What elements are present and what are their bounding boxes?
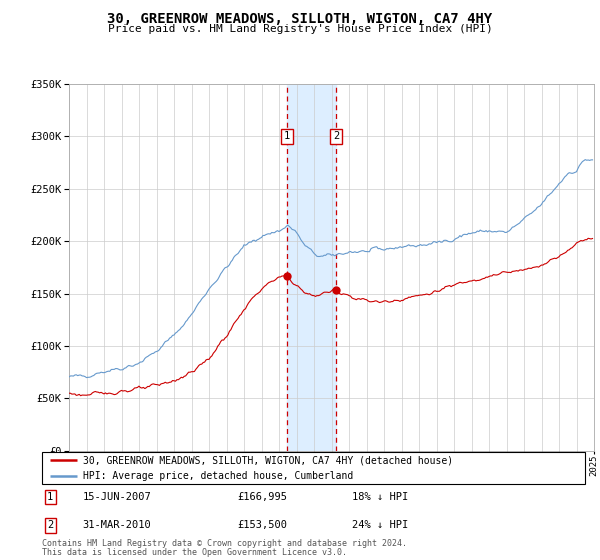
Bar (287, 84, 336, 451)
Text: 31-MAR-2010: 31-MAR-2010 (83, 520, 151, 530)
Text: 30, GREENROW MEADOWS, SILLOTH, WIGTON, CA7 4HY: 30, GREENROW MEADOWS, SILLOTH, WIGTON, C… (107, 12, 493, 26)
Text: £153,500: £153,500 (238, 520, 287, 530)
Text: 2: 2 (47, 520, 53, 530)
Text: 30, GREENROW MEADOWS, SILLOTH, WIGTON, CA7 4HY (detached house): 30, GREENROW MEADOWS, SILLOTH, WIGTON, C… (83, 455, 453, 465)
Text: 1: 1 (284, 132, 290, 141)
FancyBboxPatch shape (42, 452, 585, 484)
Text: 18% ↓ HPI: 18% ↓ HPI (352, 492, 408, 502)
Text: 2: 2 (333, 132, 339, 141)
Text: 1: 1 (47, 492, 53, 502)
Text: Price paid vs. HM Land Registry's House Price Index (HPI): Price paid vs. HM Land Registry's House … (107, 24, 493, 34)
Text: 24% ↓ HPI: 24% ↓ HPI (352, 520, 408, 530)
Text: £166,995: £166,995 (238, 492, 287, 502)
Text: 15-JUN-2007: 15-JUN-2007 (83, 492, 151, 502)
Text: This data is licensed under the Open Government Licence v3.0.: This data is licensed under the Open Gov… (42, 548, 347, 557)
Text: HPI: Average price, detached house, Cumberland: HPI: Average price, detached house, Cumb… (83, 472, 353, 481)
Text: Contains HM Land Registry data © Crown copyright and database right 2024.: Contains HM Land Registry data © Crown c… (42, 539, 407, 548)
